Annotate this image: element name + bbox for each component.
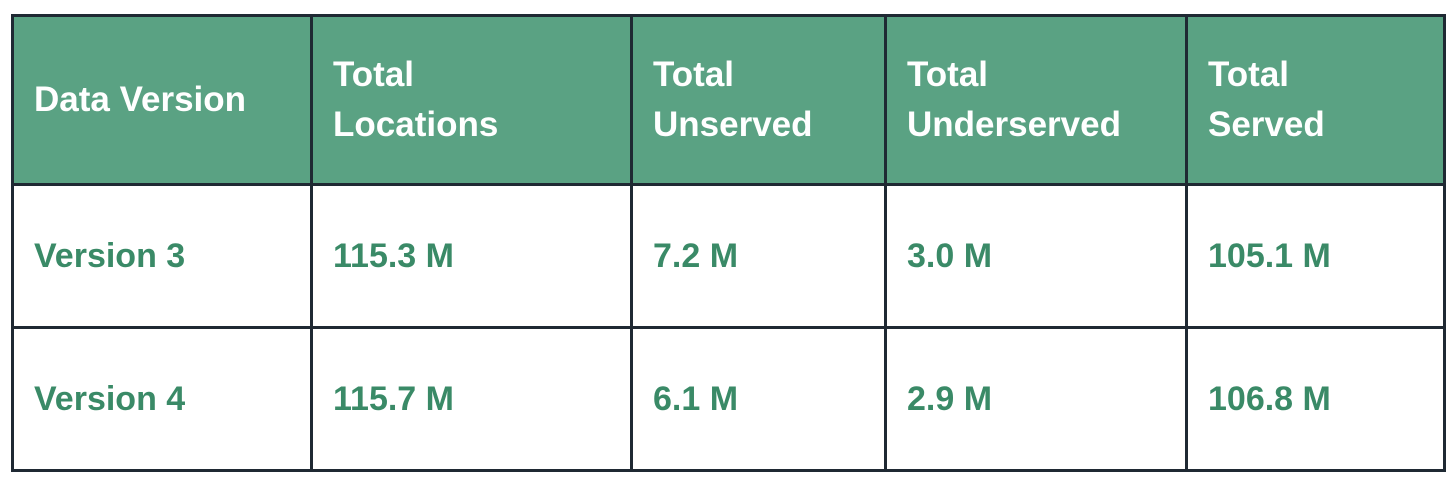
table-row: Version 4 115.7 M 6.1 M 2.9 M 106.8 M (11, 326, 1446, 472)
table-cell: 106.8 M (1185, 326, 1446, 472)
table-cell: 7.2 M (630, 183, 887, 329)
header-cell: Total Unserved (630, 14, 887, 186)
header-text: Total (333, 55, 415, 94)
header-text: Data Version (34, 80, 247, 119)
table-container: Data Version Total Locations Total Unserved T… (11, 14, 1446, 472)
header-text: Served (1208, 105, 1325, 144)
header-text: Unserved (653, 105, 813, 144)
table-cell: 105.1 M (1185, 183, 1446, 329)
header-cell: Total Underserved (884, 14, 1188, 186)
row-label: Version 4 (11, 326, 313, 472)
table-row: Version 3 115.3 M 7.2 M 3.0 M 105.1 M (11, 183, 1446, 329)
header-cell: Data Version (11, 14, 313, 186)
table-cell: 3.0 M (884, 183, 1188, 329)
table-cell: 2.9 M (884, 326, 1188, 472)
header-row: Data Version Total Locations Total Unserved T… (11, 14, 1446, 186)
table-cell: 115.3 M (310, 183, 633, 329)
header-text: Total (1208, 55, 1290, 94)
data-table: Data Version Total Locations Total Unserved T… (11, 14, 1446, 472)
header-text: Underserved (907, 105, 1121, 144)
header-text: Locations (333, 105, 499, 144)
header-text: Total (653, 55, 735, 94)
table-cell: 6.1 M (630, 326, 887, 472)
table-cell: 115.7 M (310, 326, 633, 472)
header-cell: Total Locations (310, 14, 633, 186)
header-cell: Total Served (1185, 14, 1446, 186)
table-body: Version 3 115.3 M 7.2 M 3.0 M 105.1 M Version… (11, 183, 1446, 472)
header-text: Total (907, 55, 989, 94)
row-label: Version 3 (11, 183, 313, 329)
